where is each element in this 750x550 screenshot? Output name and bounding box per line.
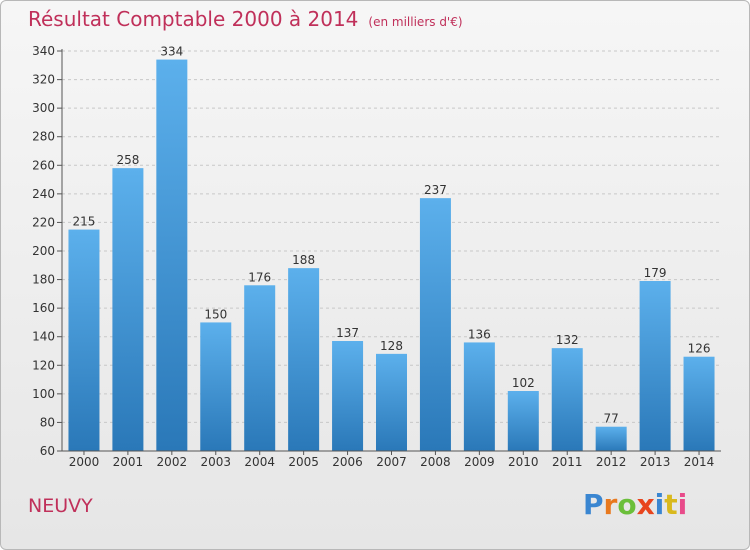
bar-value-label: 258 [116, 153, 139, 167]
x-tick-label: 2003 [200, 455, 231, 469]
x-tick-label: 2011 [552, 455, 583, 469]
logo-letter: o [617, 488, 637, 521]
y-tick-label: 140 [32, 330, 55, 344]
y-tick-label: 240 [32, 187, 55, 201]
bar-value-label: 150 [204, 307, 227, 321]
x-tick-label: 2001 [113, 455, 144, 469]
bar [376, 353, 407, 451]
x-tick-label: 2012 [596, 455, 627, 469]
bar [551, 348, 583, 451]
y-tick-label: 220 [32, 215, 55, 229]
y-tick-label: 60 [40, 444, 55, 458]
bar [639, 281, 671, 451]
x-tick-label: 2000 [69, 455, 100, 469]
logo-letter: r [603, 488, 618, 521]
axis-layer: 60 80 100 120 140 160 180 200 220 240 260 280 300 320… [32, 44, 721, 469]
x-tick-label: 2009 [464, 455, 495, 469]
x-tick-label: 2013 [640, 455, 671, 469]
chart-subtitle: (en milliers d'€) [368, 15, 463, 29]
logo-letter: i [677, 488, 688, 521]
y-tick-label: 80 [40, 415, 55, 429]
x-tick-label: 2006 [332, 455, 363, 469]
y-tick-label: 280 [32, 130, 55, 144]
y-tick-label: 300 [32, 101, 55, 115]
y-tick-label: 200 [32, 244, 55, 258]
bar [156, 59, 188, 451]
y-tick-label: 120 [32, 358, 55, 372]
bar [683, 356, 715, 451]
x-tick-label: 2005 [288, 455, 319, 469]
bar-value-label: 334 [160, 45, 183, 59]
place-name: NEUVY [28, 495, 93, 517]
bar-value-label: 137 [336, 326, 359, 340]
y-tick-label: 160 [32, 301, 55, 315]
bar [507, 391, 539, 451]
bar-value-label: 215 [73, 215, 96, 229]
x-tick-label: 2008 [420, 455, 451, 469]
bar [332, 341, 364, 451]
bar [68, 229, 100, 451]
y-tick-label: 320 [32, 73, 55, 87]
logo-letter: t [664, 488, 678, 521]
x-tick-label: 2010 [508, 455, 539, 469]
bar-value-label: 102 [512, 376, 535, 390]
y-tick-label: 260 [32, 158, 55, 172]
bar [419, 198, 451, 451]
bar [288, 268, 320, 451]
bar-value-label: 188 [292, 253, 315, 267]
bar-value-label: 179 [644, 266, 667, 280]
bar [200, 322, 232, 451]
bar-value-label: 136 [468, 327, 491, 341]
bar-value-label: 132 [556, 333, 579, 347]
bar-value-label: 77 [604, 412, 619, 426]
bar [112, 168, 144, 451]
bar-value-label: 128 [380, 339, 403, 353]
y-tick-label: 100 [32, 387, 55, 401]
bar-value-label: 237 [424, 183, 447, 197]
bar-value-label: 176 [248, 270, 271, 284]
chart-title-text: Résultat Comptable 2000 à 2014 [28, 7, 359, 31]
x-tick-label: 2007 [376, 455, 407, 469]
bar-value-label: 126 [688, 342, 711, 356]
chart-title: Résultat Comptable 2000 à 2014 (en millie… [28, 7, 463, 31]
x-tick-label: 2002 [157, 455, 188, 469]
x-tick-label: 2014 [684, 455, 715, 469]
logo-letter: P [583, 488, 604, 521]
x-tick-label: 2004 [244, 455, 275, 469]
logo-letter: x [636, 488, 655, 521]
bar [463, 342, 495, 451]
bar [595, 426, 627, 451]
proxiti-logo[interactable]: Proxiti [583, 488, 687, 521]
y-tick-label: 180 [32, 273, 55, 287]
y-tick-label: 340 [32, 44, 55, 58]
bars-layer: 215 258 334 150 176 188 137 128 237 136 102 132 77 17… [68, 45, 715, 451]
logo-letter: i [654, 488, 665, 521]
bar [244, 285, 276, 451]
